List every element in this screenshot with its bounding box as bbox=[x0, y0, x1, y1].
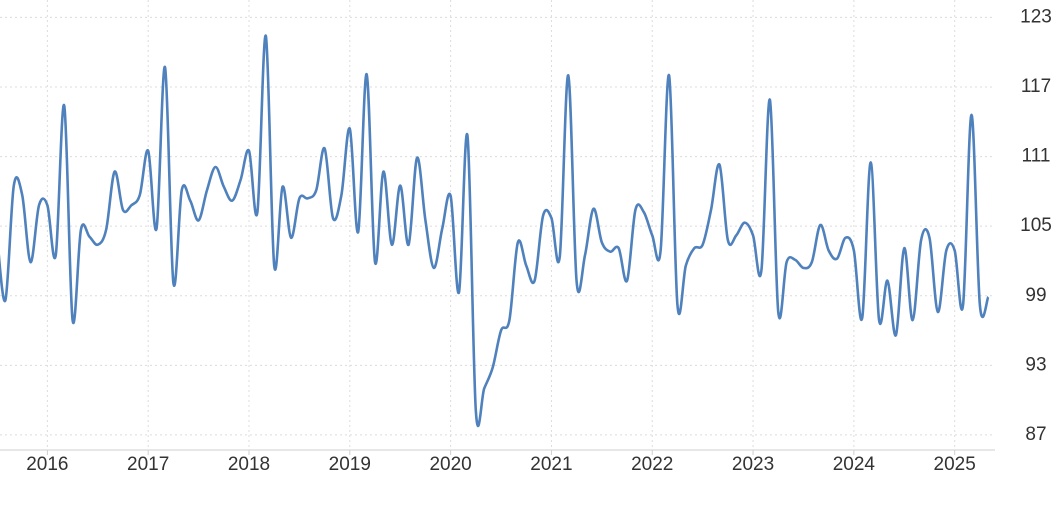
y-tick-label: 99 bbox=[1025, 285, 1046, 306]
x-tick-label: 2024 bbox=[833, 454, 876, 475]
y-tick-label: 105 bbox=[1020, 215, 1052, 236]
y-tick-label: 123 bbox=[1020, 6, 1052, 27]
x-tick-label: 2019 bbox=[329, 454, 371, 475]
data-line bbox=[0, 34, 990, 428]
y-tick-label: 87 bbox=[1025, 424, 1046, 445]
x-tick-label: 2016 bbox=[26, 454, 68, 475]
y-tick-label: 111 bbox=[1022, 146, 1051, 167]
x-tick-label: 2023 bbox=[732, 454, 774, 475]
x-tick-label: 2020 bbox=[429, 454, 471, 475]
x-tick-label: 2021 bbox=[530, 454, 572, 475]
x-tick-label: 2025 bbox=[934, 454, 976, 475]
x-tick-label: 2017 bbox=[127, 454, 169, 475]
y-tick-label: 93 bbox=[1025, 354, 1046, 375]
x-tick-label: 2022 bbox=[631, 454, 673, 475]
y-tick-label: 117 bbox=[1021, 76, 1051, 97]
x-tick-label: 2018 bbox=[228, 454, 270, 475]
